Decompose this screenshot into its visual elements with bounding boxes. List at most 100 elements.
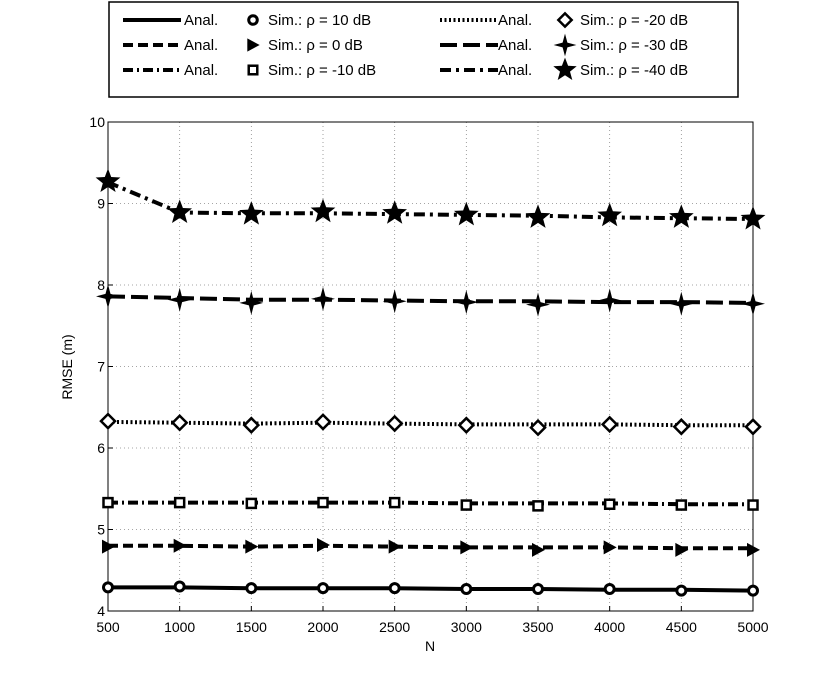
data-point-diamond bbox=[99, 412, 117, 430]
data-point-circle bbox=[245, 582, 258, 595]
data-point-diamond bbox=[672, 418, 691, 436]
data-point-square bbox=[460, 499, 473, 511]
data-point-diamond bbox=[600, 415, 619, 434]
data-point-square bbox=[603, 498, 616, 510]
x-axis-title: N bbox=[425, 638, 435, 654]
series-markers bbox=[95, 168, 766, 597]
data-point-square bbox=[388, 496, 401, 509]
data-point-diamond bbox=[242, 416, 261, 434]
data-point-circle bbox=[388, 582, 401, 595]
data-point-circle bbox=[173, 580, 186, 593]
data-point-diamond bbox=[529, 418, 547, 437]
data-point-triangle-right bbox=[532, 542, 545, 557]
x-tick-label: 5000 bbox=[737, 619, 768, 635]
data-point-five-point-star bbox=[95, 168, 121, 192]
y-tick-label: 5 bbox=[97, 522, 105, 538]
data-point-five-point-star bbox=[525, 204, 551, 228]
data-point-diamond bbox=[457, 416, 476, 434]
data-point-square bbox=[532, 500, 544, 512]
y-tick-label: 9 bbox=[97, 196, 105, 212]
legend-label-sim: Sim.: ρ = -40 dB bbox=[580, 62, 688, 79]
grid bbox=[108, 122, 753, 611]
x-tick-label: 500 bbox=[96, 619, 120, 635]
data-point-five-point-star bbox=[310, 198, 336, 223]
data-point-triangle-right bbox=[747, 542, 760, 557]
data-point-diamond bbox=[744, 418, 762, 436]
y-tick-label: 4 bbox=[97, 603, 105, 619]
series-line-longdash bbox=[107, 294, 754, 305]
data-point-square bbox=[173, 496, 186, 509]
series-line-dashdot bbox=[108, 500, 753, 507]
x-tick-label: 3500 bbox=[522, 619, 553, 635]
y-tick-label: 7 bbox=[97, 359, 105, 375]
data-point-triangle-right bbox=[173, 538, 187, 553]
data-point-five-point-star bbox=[740, 206, 766, 230]
data-point-five-point-star bbox=[454, 201, 479, 226]
series-line-dashdotdot bbox=[107, 180, 754, 221]
legend-label-sim: Sim.: ρ = 10 dB bbox=[268, 12, 371, 29]
data-point-triangle-right bbox=[317, 537, 330, 552]
data-point-four-point-star bbox=[669, 291, 694, 316]
data-point-five-point-star bbox=[597, 202, 622, 227]
data-point-circle bbox=[532, 582, 544, 595]
series-lines bbox=[107, 180, 754, 593]
x-tick-label: 2500 bbox=[379, 619, 410, 635]
legend-label-anal: Anal. bbox=[498, 37, 532, 54]
data-point-square bbox=[675, 499, 688, 511]
data-point-circle bbox=[603, 582, 616, 595]
legend-label-anal: Anal. bbox=[184, 62, 218, 79]
legend-label-sim: Sim.: ρ = -10 dB bbox=[268, 62, 376, 79]
y-tick-label: 6 bbox=[97, 440, 105, 456]
series-line-solid bbox=[108, 585, 754, 593]
data-point-five-point-star bbox=[239, 201, 264, 225]
series-line-dotted bbox=[107, 419, 753, 428]
legend-marker-diamond bbox=[556, 11, 574, 29]
legend-label-sim: Sim.: ρ = -30 dB bbox=[580, 37, 688, 54]
data-point-circle bbox=[675, 584, 688, 597]
data-point-triangle-right bbox=[460, 540, 474, 555]
data-point-triangle-right bbox=[245, 539, 259, 554]
legend-marker-four-point-star bbox=[553, 33, 577, 57]
data-point-triangle-right bbox=[388, 539, 402, 554]
data-point-square bbox=[317, 496, 329, 509]
data-point-triangle-right bbox=[603, 540, 617, 555]
y-tick-label: 8 bbox=[97, 277, 105, 293]
data-point-circle bbox=[102, 581, 114, 594]
legend-marker-square bbox=[247, 64, 259, 76]
data-point-triangle-right bbox=[675, 542, 689, 557]
data-point-five-point-star bbox=[382, 200, 407, 224]
data-point-five-point-star bbox=[669, 204, 694, 228]
data-point-square bbox=[747, 499, 759, 511]
legend-box bbox=[108, 1, 739, 98]
legend-marker-five-point-star bbox=[553, 57, 577, 80]
data-point-four-point-star bbox=[741, 291, 765, 316]
data-point-four-point-star bbox=[167, 287, 192, 312]
data-point-circle bbox=[747, 584, 759, 597]
legend-label-anal: Anal. bbox=[498, 62, 532, 79]
x-tick-label: 4000 bbox=[594, 619, 625, 635]
axis-ticks: 500 1000 1500 2000 2500 3000 3500 4000 4500 5000 4… bbox=[89, 114, 768, 635]
legend-marker-triangle-right bbox=[247, 38, 260, 52]
x-tick-label: 3000 bbox=[451, 619, 482, 635]
y-axis-title: RMSE (m) bbox=[59, 334, 75, 399]
data-point-four-point-star bbox=[526, 292, 550, 317]
data-point-triangle-right bbox=[102, 539, 115, 554]
data-point-diamond bbox=[385, 414, 404, 433]
data-point-five-point-star bbox=[167, 199, 192, 223]
data-point-diamond bbox=[314, 413, 332, 431]
x-tick-label: 1500 bbox=[236, 619, 267, 635]
legend-label-anal: Anal. bbox=[498, 12, 532, 29]
data-point-four-point-star bbox=[382, 289, 407, 314]
data-point-four-point-star bbox=[239, 290, 264, 315]
data-point-circle bbox=[460, 582, 473, 595]
data-point-four-point-star bbox=[311, 286, 335, 311]
legend-label-sim: Sim.: ρ = 0 dB bbox=[268, 37, 363, 54]
data-point-four-point-star bbox=[96, 284, 120, 309]
legend-label-anal: Anal. bbox=[184, 12, 218, 29]
legend-label-sim: Sim.: ρ = -20 dB bbox=[580, 12, 688, 29]
data-point-diamond bbox=[170, 413, 189, 432]
legend-marker-circle bbox=[247, 14, 259, 26]
x-tick-label: 1000 bbox=[164, 619, 195, 635]
data-point-four-point-star bbox=[454, 290, 479, 315]
